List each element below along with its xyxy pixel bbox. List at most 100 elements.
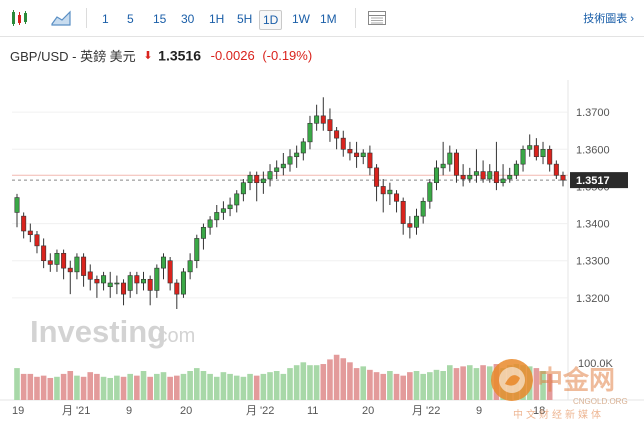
volume-bar: [367, 369, 373, 400]
candle-body: [21, 215, 27, 232]
volume-bar: [486, 366, 493, 400]
time-tick-label: 9: [476, 405, 482, 417]
timeframe-5h[interactable]: 5H: [237, 12, 253, 26]
candle-body: [14, 197, 20, 213]
candle-body: [354, 152, 360, 158]
volume-bar: [60, 373, 67, 400]
technical-chart-link[interactable]: 技術圖表 ›: [583, 13, 634, 25]
volume-bar: [240, 376, 247, 400]
volume-bar: [433, 369, 440, 400]
volume-bar: [253, 375, 260, 400]
candle-body: [54, 252, 60, 265]
volume-bar: [127, 373, 133, 400]
volume-bar: [167, 376, 173, 400]
candle-body: [447, 152, 453, 165]
candle-body: [47, 260, 53, 265]
volume-bars: [14, 354, 553, 400]
volume-bar: [440, 371, 446, 400]
volume-bar: [420, 373, 426, 400]
candle-body: [427, 182, 433, 202]
candle-body: [473, 171, 479, 176]
candle-body: [160, 256, 166, 269]
candle-body: [440, 163, 446, 169]
candle-body: [347, 148, 353, 154]
time-axis-labels: 19 月 '21 9 20 月 '22 11 20 月 '22 9 18: [12, 405, 545, 417]
candle-body: [101, 275, 107, 284]
volume-bar: [94, 373, 100, 400]
table-icon[interactable]: [366, 8, 388, 28]
volume-bar: [380, 373, 387, 400]
volume-bar: [40, 375, 47, 400]
volume-bar: [20, 373, 27, 400]
volume-bar: [300, 362, 307, 400]
investing-logo: Investing: [30, 314, 166, 349]
timeframe-1m[interactable]: 1M: [320, 12, 337, 26]
chart-toolbar: 1 5 15 30 1H 5H 1D 1W 1M 技術圖表 ›: [0, 0, 644, 37]
volume-bar: [27, 373, 34, 400]
volume-bar: [427, 372, 433, 400]
timeframe-1h[interactable]: 1H: [209, 12, 225, 26]
candle-body: [147, 278, 153, 291]
volume-bar: [200, 371, 207, 400]
candle-body: [387, 189, 393, 195]
volume-bar: [193, 368, 200, 400]
time-tick-label: 月 '22: [246, 405, 274, 417]
timeframe-1w[interactable]: 1W: [292, 12, 310, 26]
candle-body: [134, 275, 140, 284]
volume-bar: [280, 373, 287, 400]
timeframe-30[interactable]: 30: [181, 12, 195, 26]
candle-body: [487, 171, 493, 180]
candle-body: [327, 119, 333, 132]
price-chart[interactable]: Investing .com 1.37001.36001.34001.33001…: [0, 72, 644, 431]
candle-body: [81, 256, 87, 276]
candle-body: [527, 145, 533, 150]
volume-bar: [247, 373, 253, 400]
timeframe-1[interactable]: 1: [102, 12, 109, 26]
timeframe-1d[interactable]: 1D: [259, 10, 283, 30]
timeframe-15[interactable]: 15: [153, 12, 167, 26]
candle-body: [240, 182, 246, 195]
candle-body: [540, 148, 546, 158]
area-chart-icon[interactable]: [50, 8, 72, 28]
grid-lines: [12, 111, 568, 299]
candle-body: [167, 260, 173, 284]
price-change-percent: (-0.19%): [262, 48, 313, 63]
volume-bar: [453, 368, 460, 400]
volume-bar: [80, 376, 87, 400]
time-tick-label: 月 '22: [412, 405, 440, 417]
volume-bar: [220, 372, 227, 400]
candle-body: [340, 137, 346, 150]
candle-body: [187, 260, 193, 273]
candle-body: [314, 115, 320, 124]
time-tick-label: 18: [533, 405, 545, 417]
candle-body: [287, 156, 293, 165]
volume-bar: [466, 365, 473, 400]
candle-body: [27, 230, 33, 236]
candle-body: [74, 256, 80, 273]
volume-bar: [114, 375, 120, 400]
volume-bar: [107, 377, 114, 400]
candle-body: [141, 278, 147, 284]
candle-body: [453, 152, 459, 176]
candle-body: [267, 171, 273, 180]
volume-bar: [407, 372, 413, 400]
volume-bar: [353, 368, 360, 400]
candle-body: [360, 152, 366, 158]
candle-body: [400, 200, 406, 224]
volume-bar: [413, 371, 420, 400]
candles: [14, 97, 566, 309]
candle-body: [520, 148, 526, 165]
price-tick-label: 1.3600: [576, 144, 610, 156]
candlestick-chart-icon[interactable]: [8, 8, 30, 28]
investing-logo-suffix: .com: [152, 325, 195, 347]
candle-body: [380, 186, 386, 195]
candle-body: [34, 234, 40, 247]
candle-body: [280, 163, 286, 169]
volume-bar: [154, 373, 160, 400]
volume-bar: [120, 376, 127, 400]
candle-body: [334, 130, 340, 139]
volume-bar: [174, 375, 180, 400]
timeframe-5[interactable]: 5: [127, 12, 134, 26]
volume-bar: [533, 368, 540, 400]
volume-bar: [393, 373, 400, 400]
